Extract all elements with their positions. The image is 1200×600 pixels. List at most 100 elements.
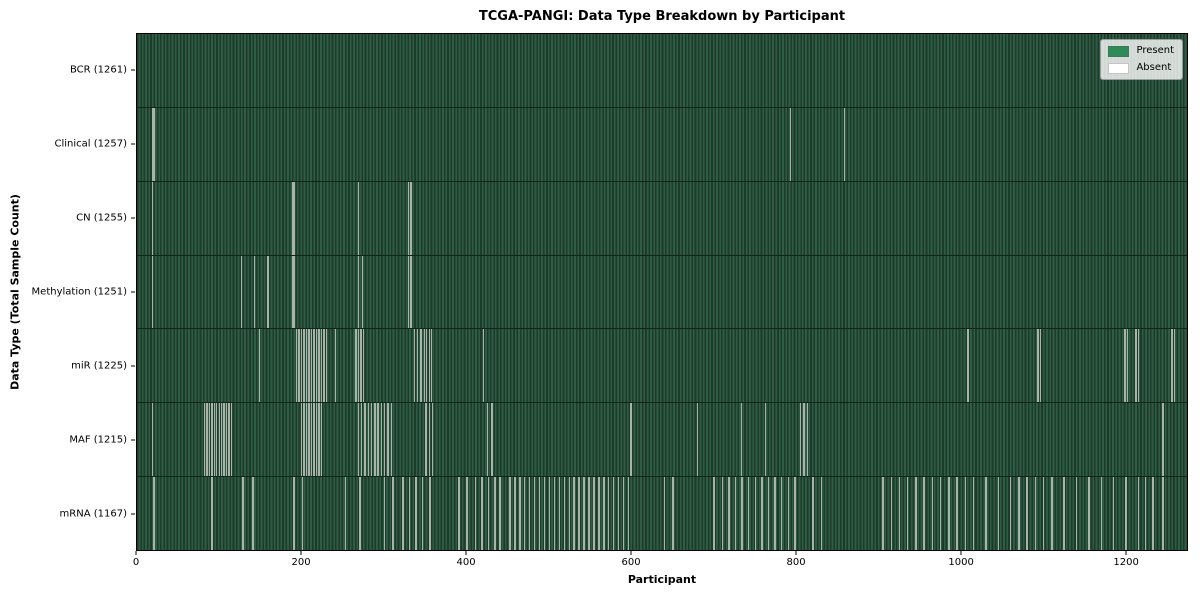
absent-line (240, 255, 243, 329)
absent-line (291, 255, 294, 329)
absent-line (794, 477, 796, 551)
absent-line (1039, 329, 1041, 403)
absent-line (1171, 329, 1173, 403)
absent-line (967, 329, 969, 403)
legend-entry-present: Present (1108, 45, 1174, 57)
absent-line (915, 477, 917, 551)
absent-line (313, 329, 315, 403)
absent-line (1135, 329, 1137, 403)
plot-area: Present Absent (136, 33, 1188, 551)
present-swatch (1108, 45, 1130, 57)
absent-line (728, 477, 730, 551)
absent-line (1088, 477, 1090, 551)
absent-line (303, 403, 305, 477)
absent-line (499, 477, 501, 551)
absent-line (367, 403, 369, 477)
absent-line (481, 477, 483, 551)
absent-line (384, 403, 386, 477)
absent-line (308, 403, 310, 477)
absent-line (298, 329, 300, 403)
absent-line (761, 477, 763, 551)
absent-line (806, 403, 808, 477)
absent-line (310, 403, 313, 477)
x-axis-label: Participant (627, 573, 697, 586)
absent-line (218, 403, 220, 477)
absent-line (359, 477, 361, 551)
absent-line (211, 403, 213, 477)
absent-line (931, 477, 934, 551)
bands-container (137, 34, 1187, 551)
absent-line (487, 477, 490, 551)
absent-line (357, 403, 360, 477)
absent-line (421, 477, 424, 551)
absent-line (964, 477, 967, 551)
absent-line (425, 403, 427, 477)
y-tick-label-CN: CN (1255) (76, 212, 127, 224)
absent-line (890, 477, 892, 551)
y-tick-label-MAF: MAF (1215) (69, 434, 127, 446)
absent-line (578, 477, 580, 551)
absent-line (948, 477, 950, 551)
x-tick-label: 600 (621, 557, 641, 568)
absent-line (410, 181, 412, 255)
absent-line (429, 477, 431, 551)
row-band-Clinical (137, 107, 1187, 182)
absent-line (630, 403, 632, 477)
y-tick-mark (131, 513, 135, 515)
absent-line (315, 329, 318, 403)
absent-line (697, 403, 699, 477)
absent-line (538, 477, 541, 551)
absent-line (252, 477, 254, 551)
absent-line (558, 477, 561, 551)
row-band-mRNA (137, 477, 1187, 551)
y-tick-label-miR: miR (1225) (71, 360, 127, 372)
absent-line (939, 477, 942, 551)
absent-line (291, 181, 294, 255)
x-tick-label: 1200 (1113, 557, 1139, 568)
absent-line (1126, 329, 1129, 403)
absent-line (423, 329, 425, 403)
absent-line (206, 403, 208, 477)
absent-line (267, 255, 269, 329)
x-tick-label: 200 (291, 557, 311, 568)
absent-line (1162, 403, 1164, 477)
absent-line (790, 107, 792, 181)
absent-line (258, 329, 261, 403)
x-tick-label: 1000 (948, 557, 974, 568)
absent-line (533, 477, 536, 551)
absent-line (362, 329, 365, 403)
absent-line (428, 329, 430, 403)
absent-line (1037, 329, 1039, 403)
absent-line (812, 477, 814, 551)
absent-line (387, 403, 389, 477)
absent-line (519, 477, 521, 551)
x-tick-mark (630, 551, 632, 555)
y-tick-label-BCR: BCR (1261) (69, 64, 127, 76)
absent-swatch (1108, 62, 1130, 74)
absent-line (228, 403, 230, 477)
absent-line (203, 403, 206, 477)
absent-line (466, 477, 468, 551)
absent-line (1125, 477, 1127, 551)
absent-line (1137, 329, 1139, 403)
x-tick-label: 800 (786, 557, 806, 568)
absent-line (553, 477, 556, 551)
absent-line (415, 477, 417, 551)
absent-line (213, 403, 215, 477)
absent-line (529, 477, 531, 551)
y-tick-mark (131, 291, 135, 293)
absent-line (1051, 477, 1053, 551)
absent-line (300, 403, 303, 477)
x-tick-mark (300, 551, 302, 555)
absent-line (1026, 477, 1028, 551)
absent-line (1100, 477, 1102, 551)
y-tick-label-Clinical: Clinical (1257) (54, 138, 128, 150)
absent-line (325, 329, 327, 403)
absent-line (491, 403, 493, 477)
absent-line (303, 329, 305, 403)
absent-line (764, 403, 766, 477)
absent-line (361, 403, 363, 477)
y-tick-label-Methylation: Methylation (1251) (31, 286, 127, 298)
absent-line (315, 403, 318, 477)
absent-line (1034, 477, 1037, 551)
